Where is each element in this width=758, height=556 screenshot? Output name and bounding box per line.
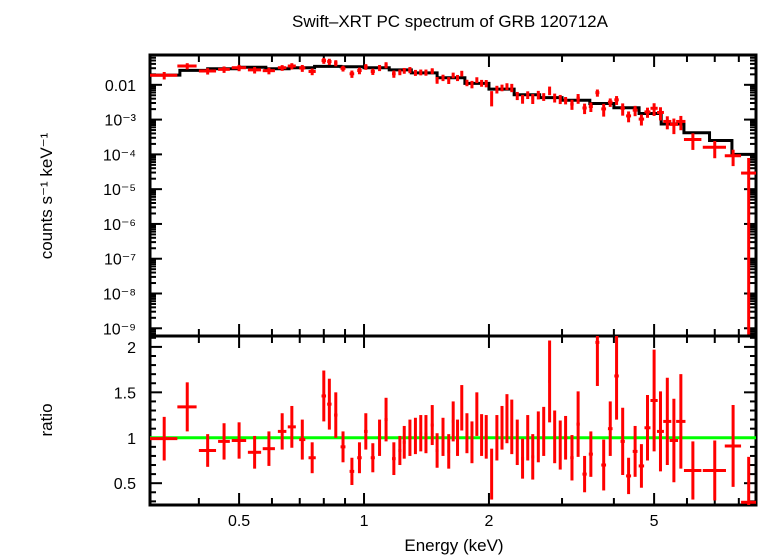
ratio-y-axis-label: ratio (37, 403, 56, 436)
ratio-y-tick-label: 1 (127, 431, 136, 448)
spectrum-y-tick-label: 10⁻⁶ (103, 217, 136, 234)
spectrum-y-tick-label: 10⁻⁵ (103, 182, 136, 199)
spectrum-y-tick-label: 0.01 (105, 78, 136, 95)
ratio-panel (148, 334, 758, 507)
x-tick-label: 5 (650, 513, 659, 530)
x-tick-label: 0.5 (228, 513, 250, 530)
ratio-y-tick-label: 0.5 (114, 476, 136, 493)
spectrum-y-tick-label: 10⁻⁹ (103, 321, 136, 338)
spectrum-y-tick-label: 10⁻⁴ (103, 147, 136, 164)
x-tick-label: 1 (360, 513, 369, 530)
spectrum-y-tick-label: 10⁻⁷ (104, 252, 136, 269)
spectrum-y-tick-label: 10⁻³ (104, 113, 136, 130)
x-tick-label: 2 (485, 513, 494, 530)
model-step-line (150, 64, 756, 156)
spectrum-frame (148, 53, 758, 338)
spectrum-y-axis-label: counts s⁻¹ keV⁻¹ (37, 132, 56, 259)
chart-title: Swift–XRT PC spectrum of GRB 120712A (292, 12, 609, 31)
x-axis-label: Energy (keV) (404, 536, 503, 555)
ratio-y-tick-label: 2 (127, 340, 136, 357)
spectrum-y-tick-label: 10⁻⁸ (103, 287, 136, 304)
spectrum-panel (148, 53, 758, 338)
ratio-y-tick-label: 1.5 (114, 385, 136, 402)
